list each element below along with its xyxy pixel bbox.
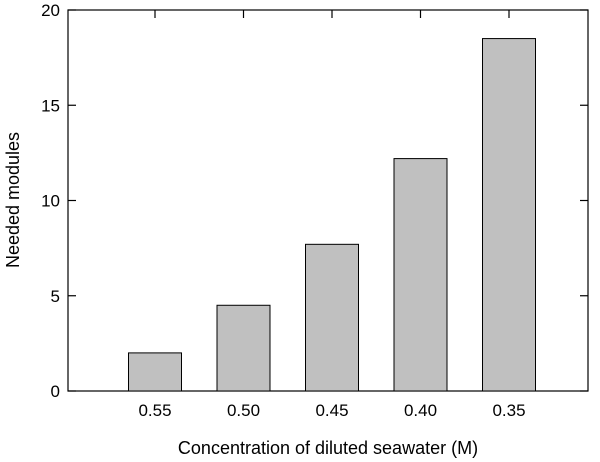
bar-0.50 <box>216 304 271 392</box>
x-axis-label: Concentration of diluted seawater (M) <box>178 438 478 458</box>
x-tick-label: 0.35 <box>492 401 525 420</box>
x-tick-label: 0.40 <box>404 401 437 420</box>
y-tick-label: 5 <box>51 287 60 306</box>
x-tick-label: 0.55 <box>138 401 171 420</box>
y-axis-label: Needed modules <box>3 132 23 268</box>
bar-0.55 <box>128 352 182 392</box>
bar-0.40 <box>393 158 448 392</box>
x-axis-ticks: 0.55 0.50 0.45 0.40 0.35 <box>138 10 526 420</box>
bar-0.45 <box>305 243 359 392</box>
y-tick-label: 20 <box>41 1 60 20</box>
y-tick-label: 0 <box>51 382 60 401</box>
y-axis-ticks: 0 5 10 15 20 <box>41 1 588 401</box>
bar-0.35 <box>482 38 536 392</box>
y-tick-label: 15 <box>41 96 60 115</box>
x-tick-label: 0.50 <box>227 401 260 420</box>
x-tick-label: 0.45 <box>315 401 348 420</box>
bars-group <box>128 38 536 392</box>
y-tick-label: 10 <box>41 192 60 211</box>
